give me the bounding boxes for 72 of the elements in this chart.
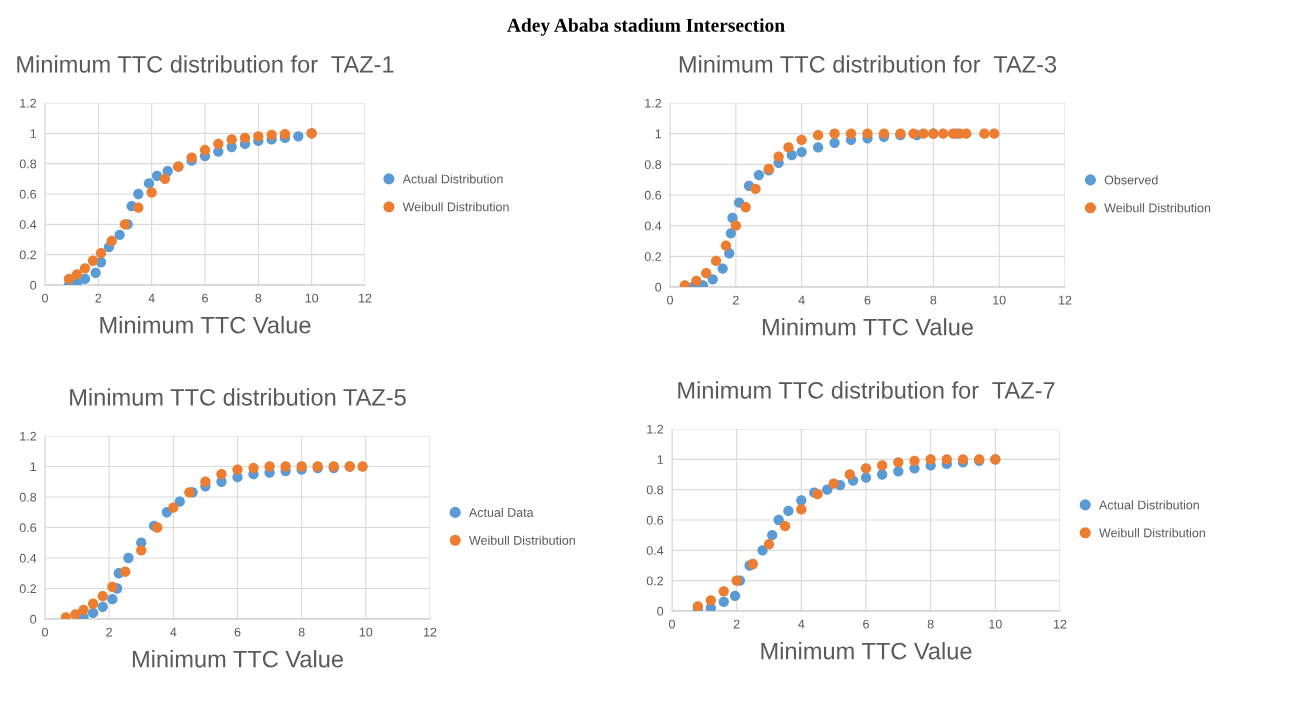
legend-label: Weibull Distribution xyxy=(1104,203,1211,213)
y-tick-label: 1 xyxy=(30,462,37,472)
y-tick-label: 0.8 xyxy=(19,159,37,169)
y-tick-label: 1 xyxy=(30,129,37,138)
y-tick-label: 0.2 xyxy=(646,576,664,586)
x-tick-label: 10 xyxy=(993,295,1006,305)
x-tick-label: 8 xyxy=(930,295,937,305)
y-tick-label: 1 xyxy=(657,455,664,464)
legend-label: Actual Distribution xyxy=(402,174,503,184)
y-tick-label: 0.6 xyxy=(646,515,664,525)
x-tick-label: 2 xyxy=(95,293,102,303)
y-tick-label: 0.8 xyxy=(644,160,662,169)
x-tick-label: 12 xyxy=(1054,619,1067,629)
y-tick-label: 1 xyxy=(655,129,662,139)
x-tick-label: 2 xyxy=(106,627,113,637)
chart-title: Minimum TTC distribution for TAZ-1 xyxy=(17,55,394,73)
y-tick-label: 1.2 xyxy=(647,424,664,434)
x-tick-label: 0 xyxy=(669,619,675,629)
y-tick-label: 0.4 xyxy=(19,553,37,563)
y-tick-label: 1.2 xyxy=(20,98,37,108)
chart-title: Minimum TTC distribution for TAZ-7 xyxy=(678,381,1055,399)
text: Adey Ababa stadium Intersection xyxy=(507,18,785,36)
chart-title: Minimum TTC distribution TAZ-5 xyxy=(70,388,406,406)
x-tick-label: 8 xyxy=(927,619,934,629)
legend-label: Observed xyxy=(1104,175,1158,185)
y-tick-label: 0.2 xyxy=(19,584,37,594)
x-tick-label: 0 xyxy=(42,293,48,303)
x-axis-title: Minimum TTC Value xyxy=(762,318,973,336)
y-tick-label: 0.4 xyxy=(646,546,664,555)
chart-title: Minimum TTC distribution for TAZ-3 xyxy=(679,55,1057,73)
y-tick-label: 1.2 xyxy=(20,431,37,441)
x-tick-label: 6 xyxy=(863,619,869,629)
x-tick-label: 4 xyxy=(798,619,805,629)
legend-label: Actual Data xyxy=(468,507,534,517)
x-tick-label: 4 xyxy=(798,295,805,305)
y-tick-label: 0.2 xyxy=(644,252,662,261)
x-tick-label: 10 xyxy=(305,293,319,303)
legend-label: Actual Distribution xyxy=(1099,500,1199,510)
x-tick-label: 0 xyxy=(667,295,673,305)
legend-label: Weibull Distribution xyxy=(402,202,509,212)
y-tick-label: 0.8 xyxy=(646,485,664,495)
x-tick-label: 12 xyxy=(359,293,372,303)
x-tick-label: 8 xyxy=(255,293,262,303)
y-tick-label: 0.6 xyxy=(19,523,37,533)
y-tick-label: 0.6 xyxy=(19,189,37,199)
x-tick-label: 6 xyxy=(234,627,241,637)
y-tick-label: 0.4 xyxy=(19,220,37,229)
x-tick-label: 12 xyxy=(424,627,437,637)
legend-label: Weibull Distribution xyxy=(1099,528,1205,538)
x-axis-title: Minimum TTC Value xyxy=(132,650,343,668)
y-tick-label: 0 xyxy=(30,280,37,290)
y-tick-label: 0.8 xyxy=(19,492,37,502)
y-tick-label: 0.6 xyxy=(644,190,662,200)
x-tick-label: 6 xyxy=(864,295,871,305)
x-tick-label: 10 xyxy=(989,619,1002,629)
legend-label: Weibull Distribution xyxy=(469,535,575,545)
y-tick-label: 0 xyxy=(655,282,662,292)
x-tick-label: 4 xyxy=(170,627,177,637)
y-tick-label: 0 xyxy=(657,606,664,616)
x-tick-label: 6 xyxy=(202,293,208,303)
y-tick-label: 0.2 xyxy=(19,250,37,260)
x-tick-label: 12 xyxy=(1059,295,1072,305)
x-tick-label: 2 xyxy=(733,619,740,629)
x-axis-title: Minimum TTC Value xyxy=(761,642,972,660)
y-tick-label: 0.4 xyxy=(644,221,662,231)
x-axis-title: Minimum TTC Value xyxy=(100,316,311,334)
x-tick-label: 0 xyxy=(42,627,48,637)
x-tick-label: 4 xyxy=(148,293,155,303)
x-tick-label: 8 xyxy=(298,627,305,637)
x-tick-label: 10 xyxy=(359,627,373,637)
x-tick-label: 2 xyxy=(732,295,739,305)
y-tick-label: 1.2 xyxy=(645,98,662,108)
